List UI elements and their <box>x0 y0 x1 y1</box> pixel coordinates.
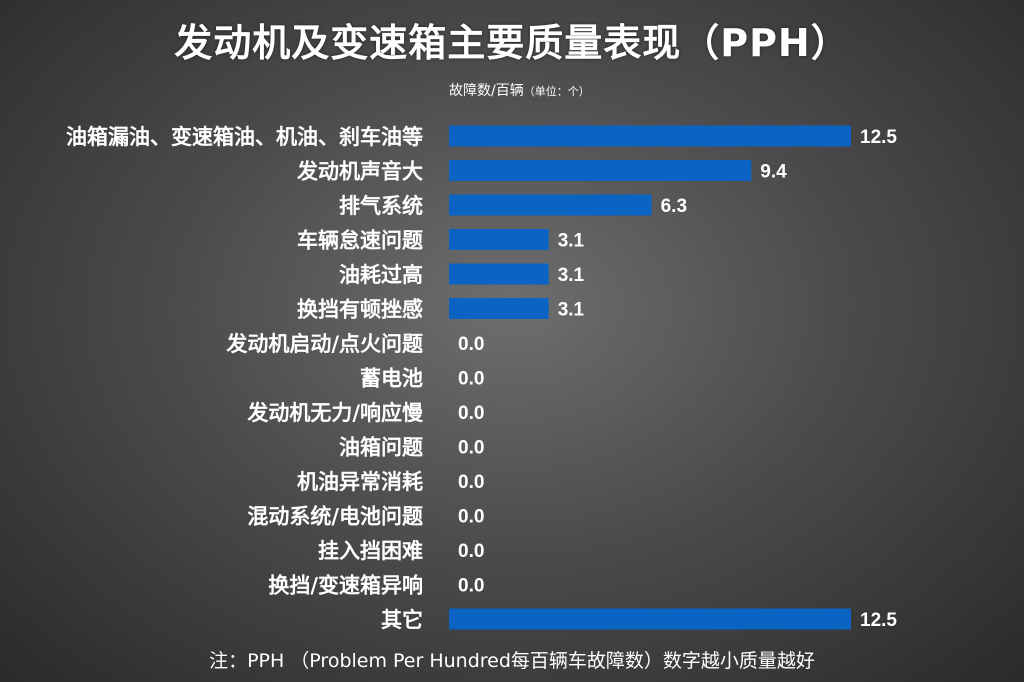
category-label: 发动机声音大 <box>296 160 423 184</box>
value-label: 0.0 <box>458 541 484 562</box>
bar <box>449 160 752 181</box>
category-label: 蓄电池 <box>360 367 423 391</box>
category-label: 换挡/变速箱异响 <box>268 574 423 598</box>
axis-unit-label: 故障数/百辆（单位：个） <box>449 80 590 100</box>
value-label: 12.5 <box>860 610 897 631</box>
value-label: 0.0 <box>458 334 484 355</box>
footnote: 注：PPH （Problem Per Hundred每百辆车故障数）数字越小质量… <box>209 650 815 672</box>
value-label: 9.4 <box>760 162 787 183</box>
bar <box>449 263 549 285</box>
category-label: 油耗过高 <box>339 263 423 287</box>
category-label: 其它 <box>381 608 423 632</box>
value-label: 3.1 <box>558 231 585 252</box>
bar <box>449 229 549 250</box>
category-label: 油箱漏油、变速箱油、机油、刹车油等 <box>66 125 423 149</box>
chart-title: 发动机及变速箱主要质量表现（PPH） <box>174 21 850 65</box>
category-label: 换挡有顿挫感 <box>297 298 423 322</box>
value-label: 0.0 <box>458 507 484 528</box>
axis-unit-paren: （单位：个） <box>523 85 590 98</box>
category-label: 排气系统 <box>339 194 423 218</box>
axis-unit-main: 故障数/百辆 <box>449 83 524 99</box>
category-label: 发动机无力/响应慢 <box>246 401 424 425</box>
bar <box>449 125 851 147</box>
bar <box>449 298 549 319</box>
value-label: 3.1 <box>558 265 585 286</box>
category-label: 车辆怠速问题 <box>297 229 424 253</box>
value-label: 6.3 <box>661 196 687 217</box>
category-label: 混动系统/电池问题 <box>247 505 424 529</box>
category-label: 机油异常消耗 <box>297 470 423 494</box>
category-label: 油箱问题 <box>339 436 424 460</box>
value-label: 0.0 <box>458 403 484 424</box>
value-label: 0.0 <box>458 576 484 597</box>
bar <box>449 194 652 216</box>
value-label: 12.5 <box>860 127 897 148</box>
value-label: 0.0 <box>458 369 484 390</box>
category-label: 发动机启动/点火问题 <box>225 332 424 356</box>
value-label: 0.0 <box>458 472 484 493</box>
value-label: 3.1 <box>558 300 585 321</box>
category-label: 挂入挡困难 <box>318 539 423 563</box>
value-label: 0.0 <box>458 438 484 459</box>
bar <box>449 608 851 630</box>
